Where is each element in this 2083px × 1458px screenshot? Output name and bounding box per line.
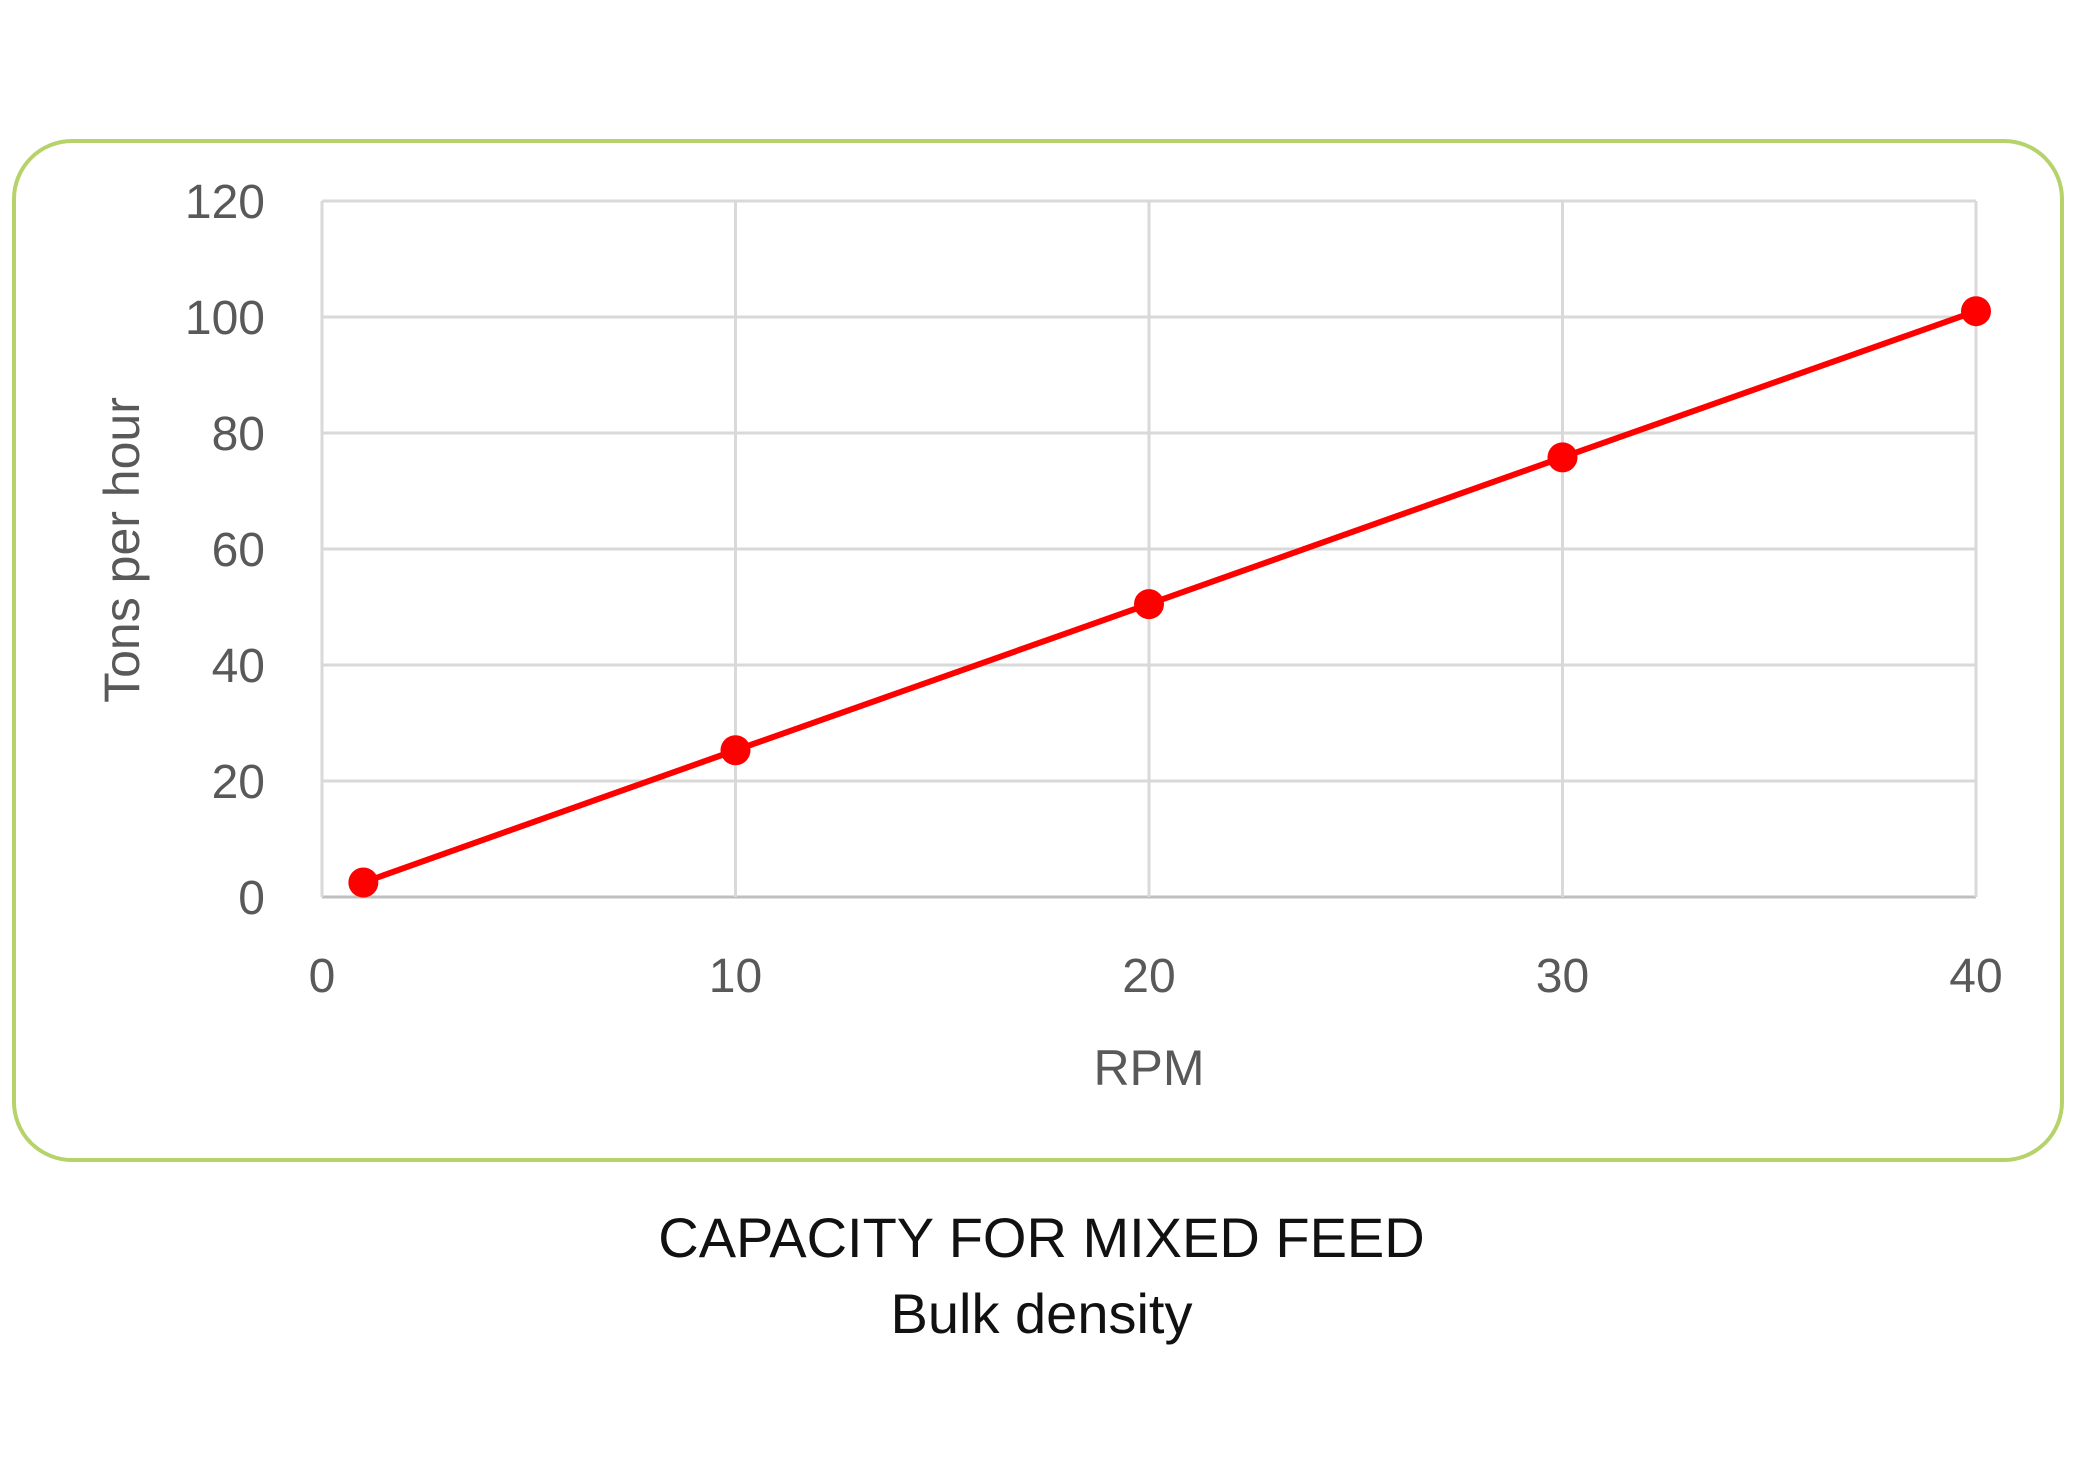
data-point — [348, 867, 379, 898]
series-line — [362, 308, 1977, 886]
y-tick-label: 120 — [185, 176, 265, 229]
y-tick-label: 80 — [212, 408, 265, 461]
data-point — [720, 735, 751, 766]
y-tick-label: 20 — [212, 756, 265, 809]
y-tick-label: 60 — [212, 524, 265, 577]
x-tick-label: 40 — [1949, 950, 2002, 1003]
chart-frame — [12, 139, 2064, 1162]
y-tick-label: 100 — [185, 292, 265, 345]
x-tick-label: 0 — [309, 950, 336, 1003]
y-tick-label: 0 — [238, 872, 265, 925]
data-point — [1961, 296, 1991, 327]
x-tick-label: 20 — [1122, 950, 1175, 1003]
y-tick-label: 40 — [212, 640, 265, 693]
series-layer — [348, 296, 1991, 898]
tick-layer: 0 20 40 60 80 100 120 0 10 20 30 40 — [185, 176, 2003, 1003]
x-axis-title: RPM — [1093, 1040, 1204, 1096]
grid-layer — [320, 199, 1978, 899]
data-point — [1547, 442, 1578, 473]
caption-line-1: CAPACITY FOR MIXED FEED — [658, 1206, 1425, 1269]
chart-caption: CAPACITY FOR MIXED FEED Bulk density — [0, 1200, 2083, 1352]
data-point — [1134, 589, 1164, 620]
x-tick-label: 30 — [1536, 950, 1589, 1003]
caption-line-2: Bulk density — [890, 1282, 1193, 1345]
x-tick-label: 10 — [709, 950, 762, 1003]
y-axis-title: Tons per hour — [94, 397, 150, 703]
